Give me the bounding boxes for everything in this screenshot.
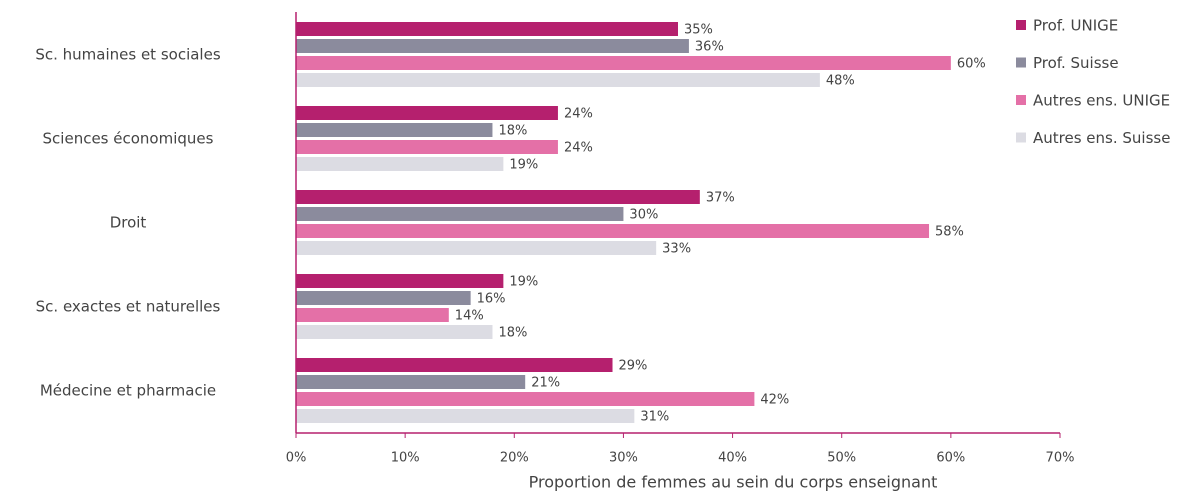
bar [296, 106, 558, 120]
value-label: 14% [455, 309, 484, 324]
bar [296, 73, 820, 87]
value-label: 58% [935, 225, 964, 240]
value-label: 60% [957, 57, 986, 72]
category-label: Droit [110, 214, 147, 232]
value-label: 37% [706, 191, 735, 206]
value-label: 48% [826, 74, 855, 89]
value-label: 16% [477, 292, 506, 307]
legend-label: Prof. Suisse [1033, 54, 1119, 72]
bar [296, 375, 526, 389]
bar [296, 358, 613, 372]
x-tick-label: 40% [718, 451, 747, 466]
value-label: 33% [662, 242, 691, 257]
value-label: 18% [498, 124, 527, 139]
category-label: Sciences économiques [43, 130, 214, 148]
bar [296, 392, 755, 406]
bar [296, 274, 504, 288]
x-tick-label: 0% [286, 451, 307, 466]
category-label: Sc. exactes et naturelles [36, 298, 221, 316]
x-tick-label: 10% [391, 451, 420, 466]
value-label: 36% [695, 40, 724, 55]
x-tick-label: 30% [609, 451, 638, 466]
x-axis-title: Proportion de femmes au sein du corps en… [529, 473, 938, 492]
bar [296, 123, 493, 137]
value-label: 30% [629, 208, 658, 223]
bar [296, 22, 678, 36]
legend-swatch [1016, 132, 1026, 143]
x-tick-label: 60% [936, 451, 965, 466]
legend-label: Prof. UNIGE [1033, 17, 1118, 35]
x-tick-label: 70% [1046, 451, 1075, 466]
value-label: 21% [531, 376, 560, 391]
value-label: 24% [564, 141, 593, 156]
category-label: Sc. humaines et sociales [35, 46, 220, 64]
bar [296, 241, 657, 255]
category-label: Médecine et pharmacie [40, 382, 216, 400]
legend-label: Autres ens. Suisse [1033, 129, 1170, 147]
value-label: 29% [619, 359, 648, 374]
bar [296, 157, 504, 171]
value-label: 35% [684, 23, 713, 38]
value-label: 24% [564, 107, 593, 122]
legend-swatch [1016, 57, 1026, 68]
bar [296, 308, 449, 322]
legend-label: Autres ens. UNIGE [1033, 92, 1170, 110]
legend-swatch [1016, 20, 1026, 30]
value-label: 18% [498, 326, 527, 341]
bar [296, 140, 558, 154]
bar [296, 39, 689, 53]
bar [296, 325, 493, 339]
value-label: 31% [640, 410, 669, 425]
bar [296, 291, 471, 305]
bar [296, 224, 930, 238]
bar [296, 190, 700, 204]
bar [296, 56, 951, 70]
bar [296, 409, 635, 423]
x-tick-label: 50% [827, 451, 856, 466]
legend-swatch [1016, 95, 1026, 105]
value-label: 19% [509, 158, 538, 173]
value-label: 42% [760, 393, 789, 408]
bar [296, 207, 624, 221]
value-label: 19% [509, 275, 538, 290]
x-tick-label: 20% [500, 451, 529, 466]
